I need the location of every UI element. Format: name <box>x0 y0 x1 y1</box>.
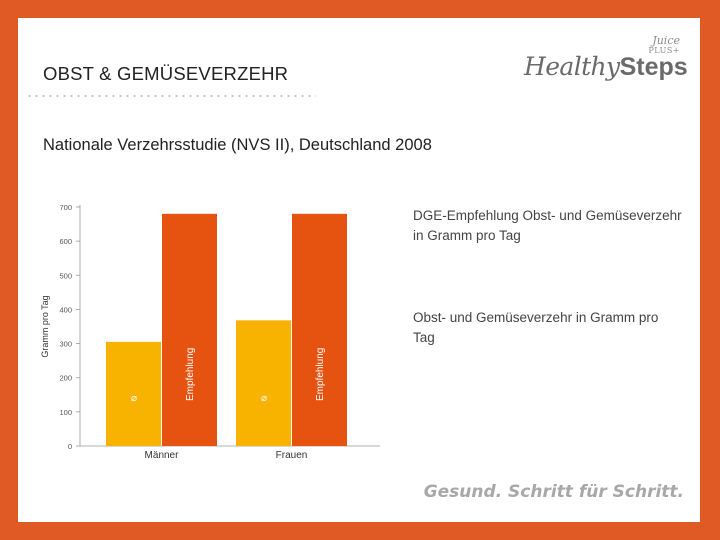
bar-label-recommendation: Empfehlung <box>315 348 326 401</box>
y-tick-label: 700 <box>59 203 72 212</box>
y-tick-label: 400 <box>59 305 72 314</box>
y-tick-label: 600 <box>59 237 72 246</box>
dotted-divider <box>26 94 316 98</box>
footer-slogan: Gesund. Schritt für Schritt. <box>423 482 684 502</box>
juice-plus-label: Juice <box>652 34 680 47</box>
bar-chart: 0 100 200 300 400 500 600 700 Gramm pro Tag ⌀ Empf… <box>40 203 380 461</box>
y-tick-label: 200 <box>59 374 72 383</box>
y-tick-label: 500 <box>59 271 72 280</box>
x-category-label: Frauen <box>276 450 308 461</box>
y-tick-label: 0 <box>68 442 72 451</box>
page-title: OBST & GEMÜSEVERZEHR <box>43 63 289 84</box>
juice-plus-suffix: PLUS+ <box>648 46 680 55</box>
logo-wordmark: HealthySteps <box>524 52 688 82</box>
bar-consumption <box>236 320 291 446</box>
chart-subtitle: Nationale Verzehrsstudie (NVS II), Deuts… <box>43 136 432 154</box>
juice-plus-logo: Juice PLUS+ <box>648 34 680 56</box>
logo-word-healthy: Healthy <box>524 52 620 81</box>
slide: OBST & GEMÜSEVERZEHR Nationale Verzehrss… <box>18 18 700 522</box>
legend-consumption: Obst- und Gemüseverzehr in Gramm pro Tag <box>413 310 659 345</box>
healthy-steps-logo: Juice PLUS+ HealthySteps <box>524 34 688 92</box>
bar-label-recommendation: Empfehlung <box>185 348 196 401</box>
y-tick-label: 300 <box>59 340 72 349</box>
legend-recommendation: DGE-Empfehlung Obst- und Gemüseverzehr i… <box>413 208 682 243</box>
bar-label-average: ⌀ <box>261 393 267 404</box>
y-axis-label: Gramm pro Tag <box>40 295 50 357</box>
bar-label-average: ⌀ <box>131 393 137 404</box>
x-category-label: Männer <box>145 450 180 461</box>
bar-recommendation <box>292 213 347 446</box>
bar-consumption <box>106 341 161 446</box>
y-tick-label: 100 <box>59 408 72 417</box>
bar-recommendation <box>162 213 217 446</box>
logo-word-steps: Steps <box>619 53 688 81</box>
